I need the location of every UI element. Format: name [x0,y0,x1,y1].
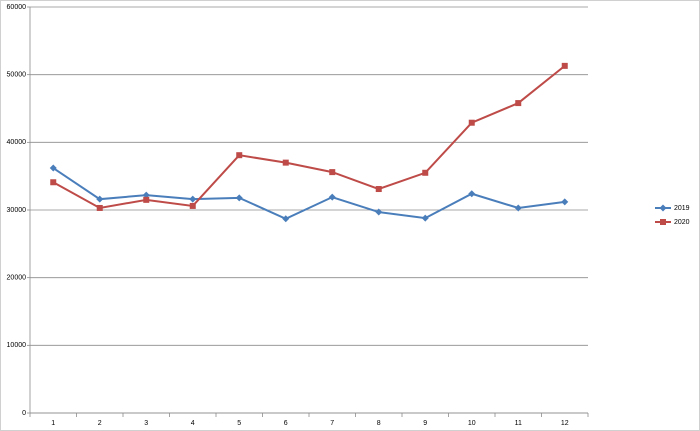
x-tick-label: 9 [423,420,427,427]
point-marker [143,196,150,203]
point-marker [189,202,196,209]
legend-label: 2020 [674,219,690,226]
x-tick-label: 11 [515,420,522,427]
x-tick-label: 4 [191,420,195,427]
y-tick-label: 30000 [7,207,27,214]
y-tick-label: 20000 [7,275,27,282]
point-marker [515,100,522,107]
point-marker [50,179,57,186]
y-tick-label: 60000 [7,4,27,11]
point-marker [235,194,243,202]
x-tick-label: 12 [561,420,569,427]
y-tick-label: 50000 [7,72,27,79]
y-tick-label: 10000 [7,342,27,349]
x-tick-label: 2 [98,420,102,427]
point-marker [282,159,289,166]
point-marker [328,193,336,201]
x-tick-label: 10 [468,420,476,427]
point-marker [375,186,382,193]
y-tick-label: 40000 [7,139,27,146]
point-marker [375,208,383,216]
point-marker [422,169,429,176]
point-marker [514,204,522,212]
point-marker [561,198,569,206]
point-marker [468,119,475,126]
y-tick-label: 0 [22,410,26,417]
x-tick-label: 5 [237,420,241,427]
point-marker [421,214,429,222]
x-tick-label: 8 [377,420,381,427]
x-tick-label: 3 [144,420,148,427]
legend-label: 2019 [674,205,690,212]
x-tick-label: 6 [284,420,288,427]
point-marker [329,169,336,176]
legend-marker [660,219,666,225]
x-tick-label: 7 [330,420,334,427]
point-marker [189,195,197,203]
series-line [52,65,566,210]
point-marker [236,152,243,159]
point-marker [468,190,476,198]
legend-marker [659,204,667,212]
point-marker [561,62,568,69]
point-marker [96,204,103,211]
series-line [52,167,565,220]
x-tick-label: 1 [51,420,55,427]
point-marker [49,164,57,172]
point-marker [96,195,104,203]
point-marker [282,215,290,223]
